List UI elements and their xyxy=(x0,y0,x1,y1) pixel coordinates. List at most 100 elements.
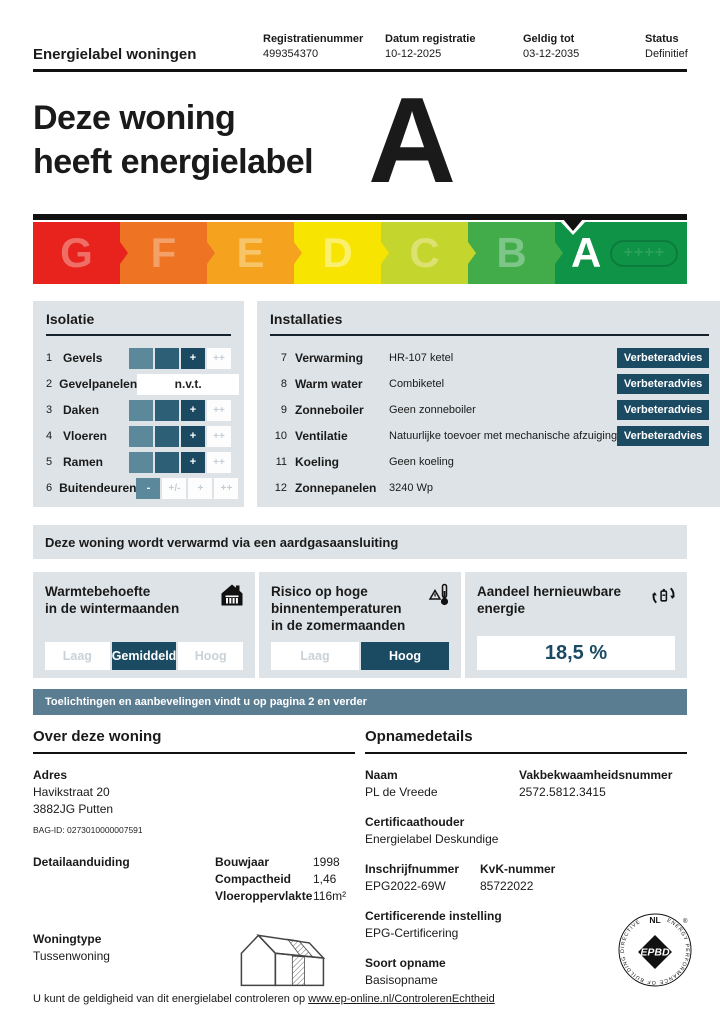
card-warmtebehoefte: Warmtebehoefte in de wintermaanden Laag … xyxy=(33,572,255,678)
header-field-registratienummer: Registratienummer 499354370 xyxy=(263,32,363,62)
verbeteradvies-button[interactable]: Verbeteradvies xyxy=(617,348,710,368)
row-value: Geen zonneboiler xyxy=(389,404,476,416)
row-number: 8 xyxy=(280,378,287,390)
spec-label: Vloeroppervlakte xyxy=(215,889,313,903)
header-field-status: Status Definitief xyxy=(645,32,688,62)
certificerende-instelling-group: Certificerende instelling EPG-Certificer… xyxy=(365,908,687,942)
chevron-right-icon xyxy=(468,242,476,264)
segment-letter: D xyxy=(322,229,353,276)
seal-nl-text: NL xyxy=(649,915,660,925)
naam-row: Naam PL de Vreede Vakbekwaamheidsnummer … xyxy=(365,767,687,801)
rating-cell-plus: + xyxy=(181,425,205,447)
field-label: Datum registratie xyxy=(385,33,476,45)
rating-cell-plus: + xyxy=(181,399,205,421)
field-label: Status xyxy=(645,33,679,45)
inschrijfnummer-label: Inschrijfnummer xyxy=(365,862,460,876)
row-number: 5 xyxy=(46,456,53,468)
rating-cell-plus: + xyxy=(181,347,205,369)
vakbekwaamheid-value: 2572.5812.3415 xyxy=(519,785,606,799)
row-value: Geen koeling xyxy=(389,456,454,468)
installaties-row-zonneboiler: 9 Zonneboiler Geen zonneboiler Verbetera… xyxy=(270,397,710,423)
row-label: Vloeren xyxy=(63,429,108,443)
row-number: 9 xyxy=(280,404,287,416)
detailaanduiding-row: Detailaanduiding Bouwjaar 1998 Compacthe… xyxy=(33,854,355,905)
card-title-line: Aandeel hernieuwbare xyxy=(477,584,622,599)
segment-letter: F xyxy=(150,229,177,276)
rating-cell-min: - xyxy=(136,477,161,499)
isolatie-row-gevels: 1 Gevels + ++ xyxy=(46,345,231,371)
rating-cell xyxy=(155,347,179,369)
row-number: 6 xyxy=(46,482,53,494)
instelling-value: EPG-Certificering xyxy=(365,926,459,940)
kvk-label: KvK-nummer xyxy=(480,862,556,876)
spec-label: Compactheid xyxy=(215,872,292,886)
spec-value: 116m² xyxy=(313,889,347,903)
installaties-panel: Installaties 7 Verwarming HR-107 ketel V… xyxy=(257,301,720,507)
scale-bar: G F E D C B A ++++ xyxy=(33,222,687,284)
woningtype-value: Tussenwoning xyxy=(33,949,110,963)
installaties-row-ventilatie: 10 Ventilatie Natuurlijke toevoer met me… xyxy=(270,423,710,449)
scale-segment-d: D xyxy=(294,222,389,284)
rating-cell-plusplus: ++ xyxy=(207,425,231,447)
field-label: Registratienummer xyxy=(263,33,364,45)
seal-epbd-text: EPBD xyxy=(640,947,670,959)
section-heading: Opnamedetails xyxy=(365,728,687,754)
spec-row-compactheid: Compactheid 1,46 xyxy=(215,871,355,888)
inschrijfnummer-group: Inschrijfnummer EPG2022-69W xyxy=(365,861,480,895)
spec-row-bouwjaar: Bouwjaar 1998 xyxy=(215,854,355,871)
rating-cell-plusplus: ++ xyxy=(207,347,231,369)
rating-cell xyxy=(129,451,153,473)
scale-segment-g: G xyxy=(33,222,128,284)
rating-cell-plus: + xyxy=(188,477,213,499)
option-gemiddeld-selected: Gemiddeld xyxy=(111,642,177,670)
document-title: Energielabel woningen xyxy=(33,46,197,63)
inschrijfnummer-value: EPG2022-69W xyxy=(365,879,446,893)
woningtype-label: Woningtype xyxy=(33,932,102,946)
row-label: Zonnepanelen xyxy=(295,481,377,495)
segment-letter: C xyxy=(409,229,440,276)
footer-text: U kunt de geldigheid van dit energielabe… xyxy=(33,993,309,1005)
header-field-datum-registratie: Datum registratie 10-12-2025 xyxy=(385,32,475,62)
option-hoog-selected: Hoog xyxy=(361,642,449,670)
card-title-line: Warmtebehoefte xyxy=(45,584,151,599)
field-value: Definitief xyxy=(645,48,688,60)
row-number: 4 xyxy=(46,430,53,442)
verbeteradvies-button[interactable]: Verbeteradvies xyxy=(617,426,710,446)
seal-registered-mark: ® xyxy=(683,918,688,925)
row-number: 3 xyxy=(46,404,53,416)
rating-cell xyxy=(155,425,179,447)
verbeteradvies-button[interactable]: Verbeteradvies xyxy=(617,400,710,420)
row-label: Koeling xyxy=(295,455,339,469)
row-number: 10 xyxy=(274,430,287,442)
card-hernieuwbare-energie: Aandeel hernieuwbare energie 18,5 % xyxy=(465,572,687,678)
document-header: Energielabel woningen Registratienummer … xyxy=(33,0,688,72)
row-label: Gevels xyxy=(63,351,103,365)
epbd-seal-icon: ENERGY PERFORMANCE OF BUILDING DIRECTIVE… xyxy=(615,910,695,995)
field-value: 10-12-2025 xyxy=(385,48,442,60)
rating-nvt: n.v.t. xyxy=(137,373,240,395)
controleren-echtheid-link[interactable]: www.ep-online.nl/ControlerenEchtheid xyxy=(308,993,495,1005)
indicator-cards: Warmtebehoefte in de wintermaanden Laag … xyxy=(33,572,687,678)
heating-banner: Deze woning wordt verwarmd via een aardg… xyxy=(33,525,687,559)
spec-label: Bouwjaar xyxy=(215,855,270,869)
row-value: Natuurlijke toevoer met mechanische afzu… xyxy=(389,430,618,442)
hero-line-1: Deze woning xyxy=(33,99,236,137)
rating-bar: + ++ xyxy=(129,347,231,369)
renewable-energy-icon xyxy=(650,582,677,614)
installaties-row-warm-water: 8 Warm water Combiketel Verbeteradvies xyxy=(270,371,710,397)
verbeteradvies-button[interactable]: Verbeteradvies xyxy=(617,374,710,394)
row-label: Gevelpanelen xyxy=(59,377,138,391)
adres-group: Adres Havikstraat 20 3882JG Putten xyxy=(33,767,355,818)
isolatie-row-gevelpanelen: 2 Gevelpanelen n.v.t. xyxy=(46,371,240,397)
instelling-label: Certificerende instelling xyxy=(365,909,502,923)
energy-scale: G F E D C B A ++++ xyxy=(33,214,687,284)
bag-id: BAG-ID: 0273010000007591 xyxy=(33,825,143,835)
adres-street: Havikstraat 20 xyxy=(33,785,110,799)
rating-bar: + ++ xyxy=(129,425,231,447)
field-value: 499354370 xyxy=(263,48,319,60)
scale-top-bar xyxy=(33,214,687,220)
chevron-right-icon xyxy=(294,242,302,264)
tussenwoning-drawing-icon xyxy=(233,925,329,996)
row-label: Zonneboiler xyxy=(295,403,364,417)
segment-letter: A xyxy=(571,229,602,276)
